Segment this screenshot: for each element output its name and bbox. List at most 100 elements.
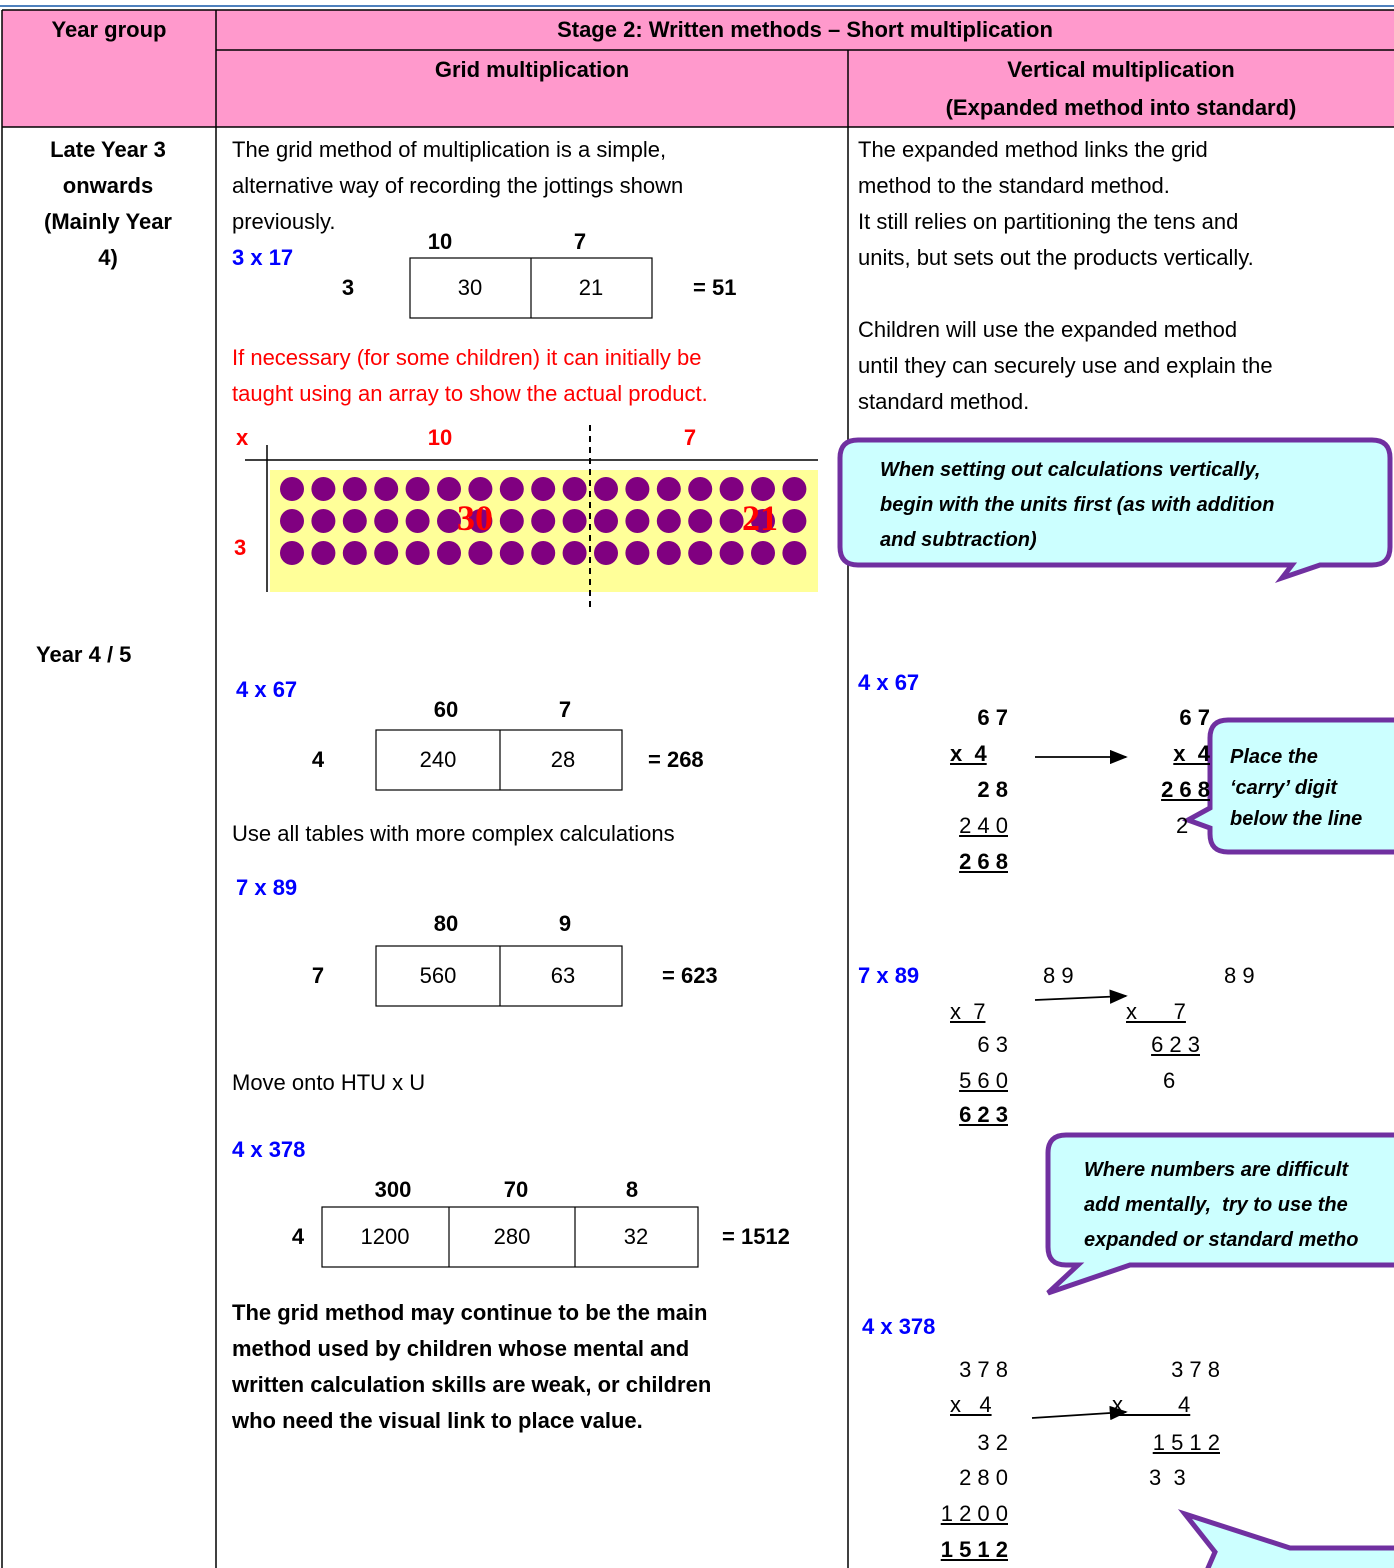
callout-text: below the line: [1230, 808, 1363, 830]
grid-box: [375, 945, 623, 1007]
array-dot: [751, 541, 775, 565]
array-dot: [405, 477, 430, 501]
vertical-digit: x 4: [1173, 741, 1210, 766]
grid-header: 8: [625, 1177, 639, 1202]
array-dot: [751, 509, 775, 533]
example-label: 4 x 378: [232, 1137, 306, 1162]
text-line: Use all tables with more complex calcula…: [232, 821, 675, 846]
text-line: standard method.: [858, 389, 1030, 414]
array-dot: [656, 509, 681, 533]
year-label: Year 4 / 5: [36, 642, 132, 667]
array-multiplier: 3: [234, 535, 247, 560]
vertical-digit: x 7: [1126, 999, 1186, 1024]
array-header: 7: [683, 425, 697, 450]
year-label: 4): [98, 245, 118, 270]
array-dot: [374, 477, 399, 501]
array-dot: [594, 509, 618, 533]
array-dot: [625, 541, 650, 565]
vertical-digit: 2 6 8: [1161, 777, 1210, 802]
array-dot: [751, 477, 775, 501]
example-label: 4 x 67: [858, 670, 920, 695]
array-dot: [311, 477, 336, 501]
vertical-digit: 8 9: [1043, 963, 1074, 988]
callout: [1045, 1132, 1394, 1296]
array-dot: [562, 541, 587, 565]
text-line: Children will use the expanded method: [858, 317, 1238, 342]
vertical-digit: 6: [1163, 1068, 1176, 1093]
array-dot: [280, 541, 304, 565]
array-dot: [280, 509, 304, 533]
array-product: 21: [742, 498, 778, 538]
vertical-digit: 3 7 8: [959, 1357, 1008, 1382]
array-dot: [437, 509, 461, 533]
callout-text: ‘carry’ digit: [1230, 777, 1338, 799]
array-dot: [499, 541, 524, 565]
callout-text: expanded or standard metho: [1084, 1229, 1359, 1251]
callout-text: and subtraction): [880, 529, 1037, 551]
grid-cell: 1200: [360, 1224, 410, 1249]
vertical-digit: x 7: [950, 999, 986, 1024]
array-dot: [405, 509, 430, 533]
text-line: It still relies on partitioning the tens…: [858, 209, 1239, 234]
vertical-digit: 8 9: [1224, 963, 1255, 988]
grid-box: [375, 729, 623, 791]
vertical-digit: 3 7 8: [1171, 1357, 1220, 1382]
array-dot: [594, 477, 618, 501]
header-cell: Vertical multiplication: [1007, 57, 1235, 82]
array-dot: [688, 509, 713, 533]
array-dot: [437, 541, 461, 565]
text-line: The expanded method links the grid: [858, 137, 1208, 162]
array-dot: [594, 541, 618, 565]
callout-text: When setting out calculations vertically…: [880, 459, 1261, 481]
grid-cell: 560: [419, 963, 457, 988]
vertical-digit: 2 8 0: [959, 1465, 1008, 1490]
grid-cell: 30: [457, 275, 483, 300]
example-label: 7 x 89: [858, 963, 920, 988]
array-dot: [562, 509, 587, 533]
array-dot: [499, 509, 524, 533]
text-line: method to the standard method.: [858, 173, 1170, 198]
year-label: (Mainly Year: [44, 209, 172, 234]
array-dot: [311, 509, 336, 533]
vertical-digit: 6 7: [1179, 705, 1210, 730]
grid-header: 7: [558, 697, 572, 722]
array-dot: [531, 541, 556, 565]
array-dot: [719, 509, 744, 533]
vertical-digit: 2 8: [977, 777, 1008, 802]
text-line: method used by children whose mental and: [232, 1336, 690, 1361]
grid-header: 70: [503, 1177, 529, 1202]
callout: [837, 437, 1393, 584]
vertical-digit: 3 3: [1149, 1465, 1186, 1490]
example-label: 4 x 378: [862, 1314, 936, 1339]
vertical-digit: 2 4 0: [959, 813, 1008, 838]
grid-result: = 623: [662, 963, 718, 988]
grid-cell: 240: [419, 747, 457, 772]
callout-text: begin with the units first (as with addi…: [880, 494, 1275, 516]
grid-box: [321, 1206, 699, 1268]
arrow: [1031, 1405, 1128, 1421]
callout-text: Place the: [1230, 746, 1318, 768]
array-dot: [531, 477, 556, 501]
grid-cell: 21: [578, 275, 604, 300]
vertical-digit: 3 2: [977, 1430, 1008, 1455]
header-cell: (Expanded method into standard): [945, 95, 1297, 120]
vertical-digit: 6 2 3: [959, 1102, 1008, 1127]
grid-result: = 51: [693, 275, 737, 300]
vertical-digit: 1 2 0 0: [940, 1501, 1008, 1526]
grid-header: 10: [427, 229, 453, 254]
grid-header: 9: [558, 911, 572, 936]
vertical-digit: x 4: [1112, 1392, 1191, 1417]
header-cell: Grid multiplication: [434, 57, 630, 82]
array-dot: [468, 541, 493, 565]
grid-multiplier: 4: [311, 747, 325, 772]
text-line: The grid method may continue to be the m…: [232, 1300, 708, 1325]
grid-cell: 280: [493, 1224, 531, 1249]
vertical-digit: x 4: [950, 1392, 992, 1417]
text-line: Move onto HTU x U: [232, 1070, 426, 1095]
vertical-digit: 6 2 3: [1151, 1032, 1200, 1057]
vertical-digit: 6 3: [977, 1032, 1008, 1057]
array-dot: [405, 541, 430, 565]
array-dot: [468, 477, 493, 501]
